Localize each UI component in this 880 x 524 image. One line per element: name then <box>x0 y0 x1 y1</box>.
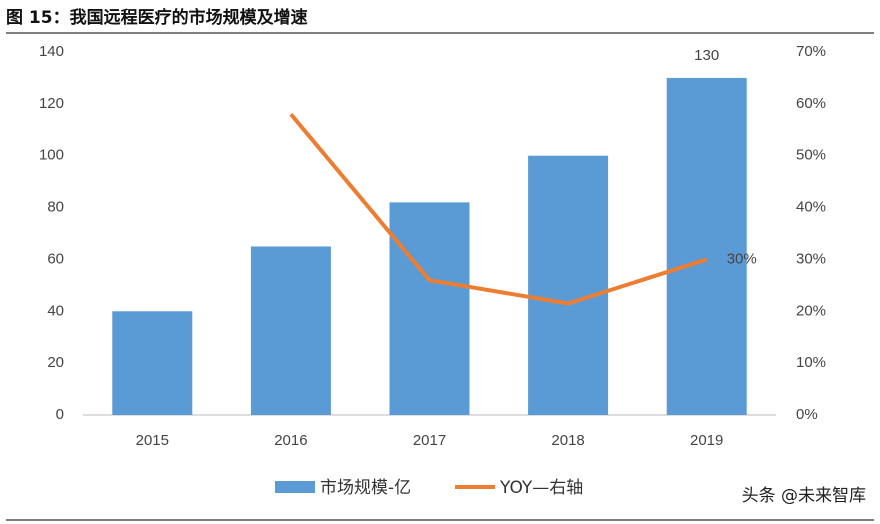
y-tick-label: 100 <box>39 147 64 164</box>
y2-tick-label: 10% <box>796 354 826 371</box>
y2-tick-label: 20% <box>796 302 826 319</box>
y2-tick-label: 70% <box>796 43 826 60</box>
y-tick-label: 40 <box>47 302 64 319</box>
x-tick-label: 2016 <box>274 432 307 449</box>
y-tick-label: 80 <box>47 199 64 216</box>
bar <box>528 155 609 415</box>
bar <box>250 246 331 415</box>
y-tick-label: 60 <box>47 250 64 267</box>
x-tick-label: 2019 <box>690 432 723 449</box>
bar <box>112 311 193 415</box>
y-tick-label: 0 <box>56 406 64 423</box>
x-tick-label: 2018 <box>551 432 584 449</box>
y2-tick-label: 50% <box>796 147 826 164</box>
y-tick-label: 20 <box>47 354 64 371</box>
y2-tick-label: 30% <box>796 250 826 267</box>
data-label: 30% <box>727 250 757 267</box>
y2-tick-label: 60% <box>796 95 826 112</box>
legend-label: 市场规模-亿 <box>320 478 411 498</box>
x-tick-label: 2015 <box>136 432 169 449</box>
data-label: 130 <box>694 47 719 64</box>
y-tick-label: 140 <box>39 43 64 60</box>
y2-tick-label: 0% <box>796 406 818 423</box>
y2-tick-label: 40% <box>796 199 826 216</box>
chart-title: 图 15：我国远程医疗的市场规模及增速 <box>6 7 308 28</box>
x-tick-label: 2017 <box>413 432 446 449</box>
y-tick-label: 120 <box>39 95 64 112</box>
legend-swatch <box>275 481 315 493</box>
bar <box>666 77 747 415</box>
line <box>289 112 708 306</box>
bar <box>389 202 470 415</box>
legend-label: YOY—右轴 <box>499 478 583 498</box>
watermark: 头条 @未来智库 <box>742 486 866 506</box>
